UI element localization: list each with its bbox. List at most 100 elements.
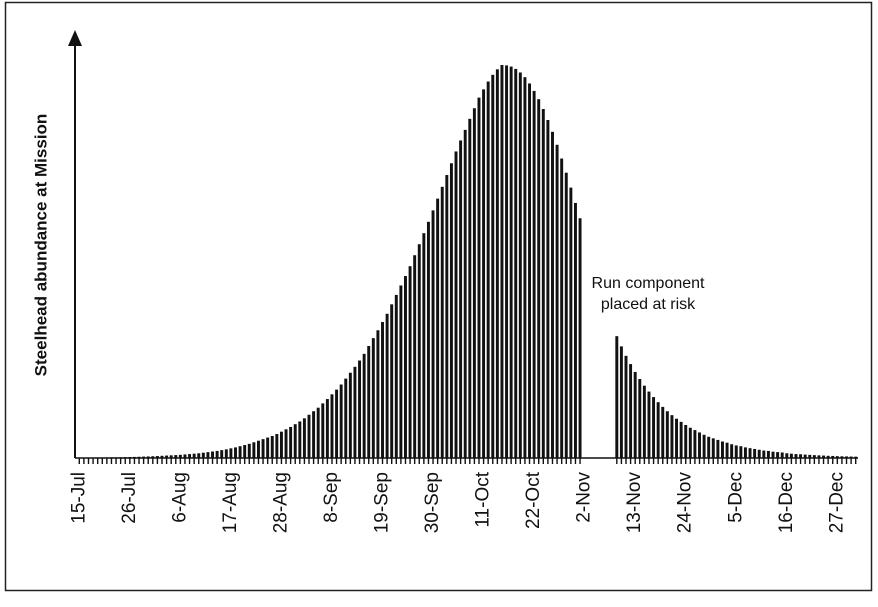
bar bbox=[785, 453, 788, 458]
bar bbox=[634, 372, 637, 458]
y-axis-label: Steelhead abundance at Mission bbox=[31, 114, 50, 377]
bar bbox=[556, 145, 559, 458]
bar bbox=[138, 457, 141, 458]
bar bbox=[390, 304, 393, 458]
bar bbox=[229, 448, 232, 458]
bar bbox=[409, 266, 412, 458]
bar bbox=[845, 456, 848, 458]
bar bbox=[629, 364, 632, 458]
bar bbox=[804, 455, 807, 458]
bar bbox=[234, 447, 237, 458]
bar bbox=[537, 99, 540, 458]
bar bbox=[615, 336, 618, 458]
x-tick-label: 13-Nov bbox=[624, 472, 645, 534]
bar bbox=[386, 314, 389, 458]
bar bbox=[569, 188, 572, 458]
bar bbox=[703, 435, 706, 458]
bar bbox=[344, 379, 347, 458]
bar bbox=[772, 452, 775, 458]
bar bbox=[275, 434, 278, 458]
bar bbox=[551, 132, 554, 458]
bar bbox=[225, 449, 228, 458]
bar bbox=[666, 411, 669, 458]
bar bbox=[363, 354, 366, 458]
bar bbox=[450, 163, 453, 458]
bar bbox=[432, 210, 435, 458]
bar bbox=[252, 442, 255, 458]
bar bbox=[647, 392, 650, 458]
bar bbox=[174, 455, 177, 458]
bar bbox=[105, 457, 108, 458]
bar bbox=[827, 456, 830, 458]
bar bbox=[468, 119, 471, 458]
bar bbox=[675, 419, 678, 458]
bar bbox=[652, 397, 655, 458]
bar bbox=[376, 330, 379, 458]
bar bbox=[418, 244, 421, 458]
bar bbox=[510, 67, 513, 458]
bar bbox=[161, 456, 164, 458]
bar bbox=[243, 445, 246, 458]
bar bbox=[266, 438, 269, 458]
bar bbox=[183, 454, 186, 458]
bar bbox=[813, 455, 816, 458]
bar bbox=[404, 276, 407, 458]
bar bbox=[257, 441, 260, 458]
bar bbox=[620, 346, 623, 458]
bar bbox=[349, 373, 352, 458]
bar bbox=[455, 151, 458, 458]
bar bbox=[523, 77, 526, 458]
bar bbox=[441, 187, 444, 458]
x-tick-label: 30-Sep bbox=[422, 472, 443, 533]
annotation: Run component bbox=[592, 275, 706, 292]
bar bbox=[625, 356, 628, 458]
bar bbox=[289, 427, 292, 458]
bar bbox=[262, 439, 265, 458]
bar bbox=[482, 89, 485, 458]
bar bbox=[110, 457, 113, 458]
bar bbox=[850, 457, 853, 458]
annotation: placed at risk bbox=[601, 296, 696, 313]
bar bbox=[156, 456, 159, 458]
bar bbox=[128, 457, 131, 458]
bar bbox=[464, 130, 467, 458]
bar bbox=[574, 203, 577, 458]
x-tick-label: 24-Nov bbox=[675, 472, 696, 534]
bar bbox=[726, 443, 729, 458]
bar bbox=[294, 424, 297, 458]
bar bbox=[459, 140, 462, 458]
bar bbox=[165, 456, 168, 458]
bar bbox=[119, 457, 122, 458]
bar bbox=[546, 120, 549, 458]
bar bbox=[500, 65, 503, 458]
bar bbox=[188, 454, 191, 458]
bar bbox=[716, 440, 719, 458]
bar bbox=[124, 457, 127, 458]
bar bbox=[822, 456, 825, 458]
bar bbox=[670, 415, 673, 458]
bar bbox=[776, 452, 779, 458]
bar bbox=[340, 385, 343, 458]
bar bbox=[528, 83, 531, 458]
bar bbox=[399, 285, 402, 458]
bar bbox=[353, 367, 356, 458]
bar bbox=[473, 108, 476, 458]
bar bbox=[271, 436, 274, 458]
bar bbox=[239, 446, 242, 458]
bar bbox=[197, 453, 200, 458]
bar bbox=[638, 379, 641, 458]
bar bbox=[533, 91, 536, 458]
bar bbox=[753, 449, 756, 458]
bar bbox=[565, 173, 568, 458]
bar bbox=[496, 69, 499, 458]
bar bbox=[220, 450, 223, 458]
bar bbox=[840, 456, 843, 458]
x-tick-label: 28-Aug bbox=[270, 472, 291, 533]
bar bbox=[202, 453, 205, 458]
bar bbox=[542, 109, 545, 458]
bar bbox=[831, 456, 834, 458]
bar bbox=[735, 445, 738, 458]
bar bbox=[657, 402, 660, 458]
